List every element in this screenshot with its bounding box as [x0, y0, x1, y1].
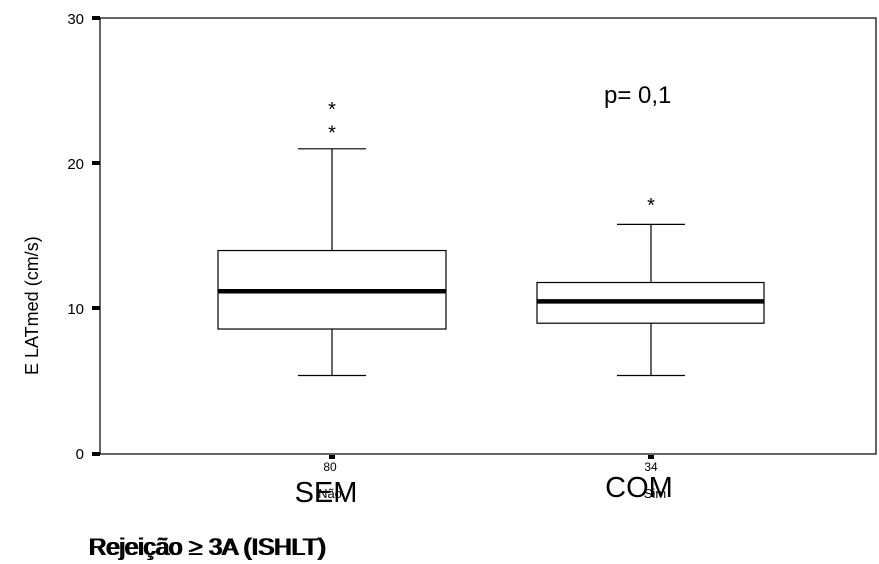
- outlier-marker-sem-0: *: [328, 122, 336, 144]
- x-axis-label: Rejeição ≥ 3A (ISHLT): [88, 534, 325, 561]
- boxes-group: ***: [217, 99, 765, 459]
- category-label-com: COM: [605, 472, 673, 504]
- category-count-label-com: 34: [644, 460, 658, 474]
- category-sublabel-com: Sim: [644, 486, 666, 501]
- x-axis-label-overprint: Rejeição ≥ 3A (ISHLT): [90, 534, 327, 561]
- y-tick-label-20: 20: [67, 156, 84, 173]
- category-label-sem: SEM: [295, 477, 358, 509]
- x-tick-mark-sem: [329, 455, 335, 459]
- p-value-annotation: p= 0,1: [604, 82, 671, 109]
- y-tick-mark-10: [92, 306, 100, 310]
- y-tick-mark-30: [92, 16, 100, 20]
- y-tick-mark-20: [92, 161, 100, 165]
- y-axis-label: E LATmed (cm/s): [22, 236, 42, 375]
- y-tick-mark-0: [92, 452, 100, 456]
- y-tick-label-10: 10: [67, 301, 84, 318]
- category-sublabel-sem: Não: [318, 486, 342, 501]
- category-count-label-sem: 80: [323, 460, 337, 474]
- outlier-marker-sem-1: *: [328, 99, 336, 121]
- y-tick-label-30: 30: [67, 11, 84, 28]
- outlier-marker-com-0: *: [647, 195, 655, 217]
- plot-frame: [99, 17, 877, 455]
- x-tick-mark-com: [648, 455, 654, 459]
- y-tick-label-0: 0: [76, 446, 84, 463]
